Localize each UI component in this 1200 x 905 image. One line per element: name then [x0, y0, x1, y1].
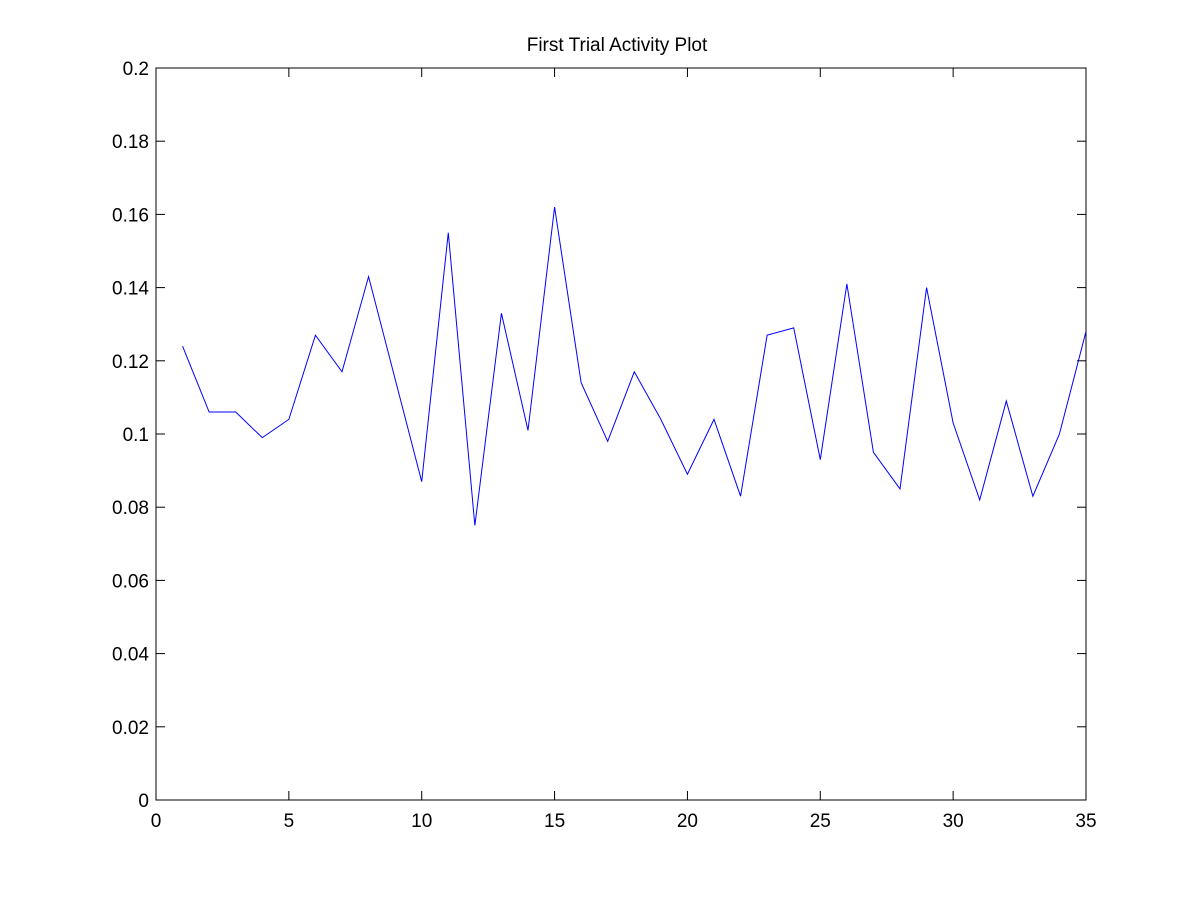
y-tick-label: 0.1 — [123, 425, 149, 446]
plot-area-frame — [156, 68, 1086, 800]
x-tick-label: 0 — [151, 811, 162, 832]
y-tick-label: 0.06 — [112, 571, 149, 592]
y-tick-label: 0.14 — [112, 279, 149, 300]
y-tick-label: 0.08 — [112, 498, 149, 519]
x-tick-label: 35 — [1075, 811, 1096, 832]
y-tick-label: 0.2 — [123, 59, 149, 80]
y-tick-label: 0.16 — [112, 205, 149, 226]
y-tick-label: 0.18 — [112, 132, 149, 153]
y-tick-label: 0.04 — [112, 645, 149, 666]
y-tick-label: 0.02 — [112, 718, 149, 739]
x-tick-label: 15 — [544, 811, 565, 832]
x-tick-label: 10 — [411, 811, 432, 832]
chart-title: First Trial Activity Plot — [527, 35, 708, 56]
x-tick-label: 30 — [943, 811, 964, 832]
y-tick-label: 0 — [138, 791, 149, 812]
x-tick-label: 5 — [284, 811, 295, 832]
y-tick-label: 0.12 — [112, 352, 149, 373]
x-tick-label: 20 — [677, 811, 698, 832]
x-tick-label: 25 — [810, 811, 831, 832]
